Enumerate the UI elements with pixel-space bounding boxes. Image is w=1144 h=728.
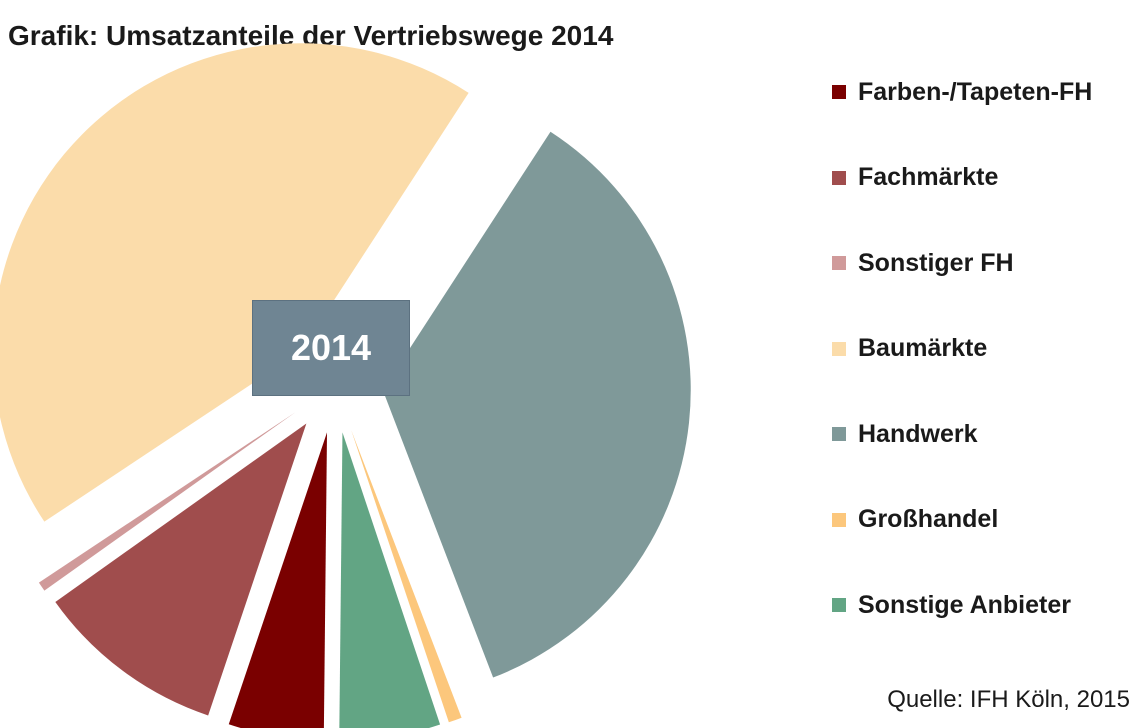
- legend-label: Farben-/Tapeten-FH: [858, 77, 1093, 106]
- legend-item: Baumärkte: [832, 329, 1092, 369]
- legend-swatch: [832, 427, 846, 441]
- legend-swatch: [832, 512, 846, 527]
- legend-swatch: [832, 85, 846, 99]
- legend-label: Großhandel: [858, 505, 999, 533]
- legend-swatch: [832, 598, 846, 612]
- legend-item: Großhandel: [832, 500, 1092, 540]
- legend-item: Fachmärkte: [832, 158, 1092, 198]
- legend-swatch: [832, 170, 846, 185]
- legend-label: Handwerk: [858, 419, 978, 448]
- center-year-label: 2014: [252, 300, 410, 396]
- legend-swatch: [832, 341, 846, 356]
- legend-label: Sonstige Anbieter: [858, 590, 1071, 619]
- pie-chart: [0, 43, 691, 728]
- legend-item: Handwerk: [832, 414, 1092, 454]
- source-note: Quelle: IFH Köln, 2015: [887, 686, 1130, 713]
- legend-item: Sonstiger FH: [832, 243, 1092, 283]
- pie-slice-baumaerkte: [0, 43, 469, 522]
- legend-item: Sonstige Anbieter: [832, 585, 1092, 625]
- pie-slice-grosshandel: [351, 430, 462, 723]
- legend-item: Farben-/Tapeten-FH: [832, 72, 1092, 112]
- legend-label: Sonstiger FH: [858, 248, 1014, 277]
- pie-slice-farben-tapeten-fh: [228, 432, 327, 728]
- pie-slice-sonstige-anbieter: [339, 432, 441, 728]
- pie-slice-sonstiger-fh: [38, 412, 296, 591]
- pie-slice-fachmaerkte: [55, 423, 307, 716]
- legend-label: Fachmärkte: [858, 163, 999, 191]
- legend: Farben-/Tapeten-FH Fachmärkte Sonstiger …: [832, 72, 1092, 671]
- legend-label: Baumärkte: [858, 334, 988, 362]
- pie-slice-handwerk: [382, 131, 691, 678]
- legend-swatch: [832, 256, 846, 270]
